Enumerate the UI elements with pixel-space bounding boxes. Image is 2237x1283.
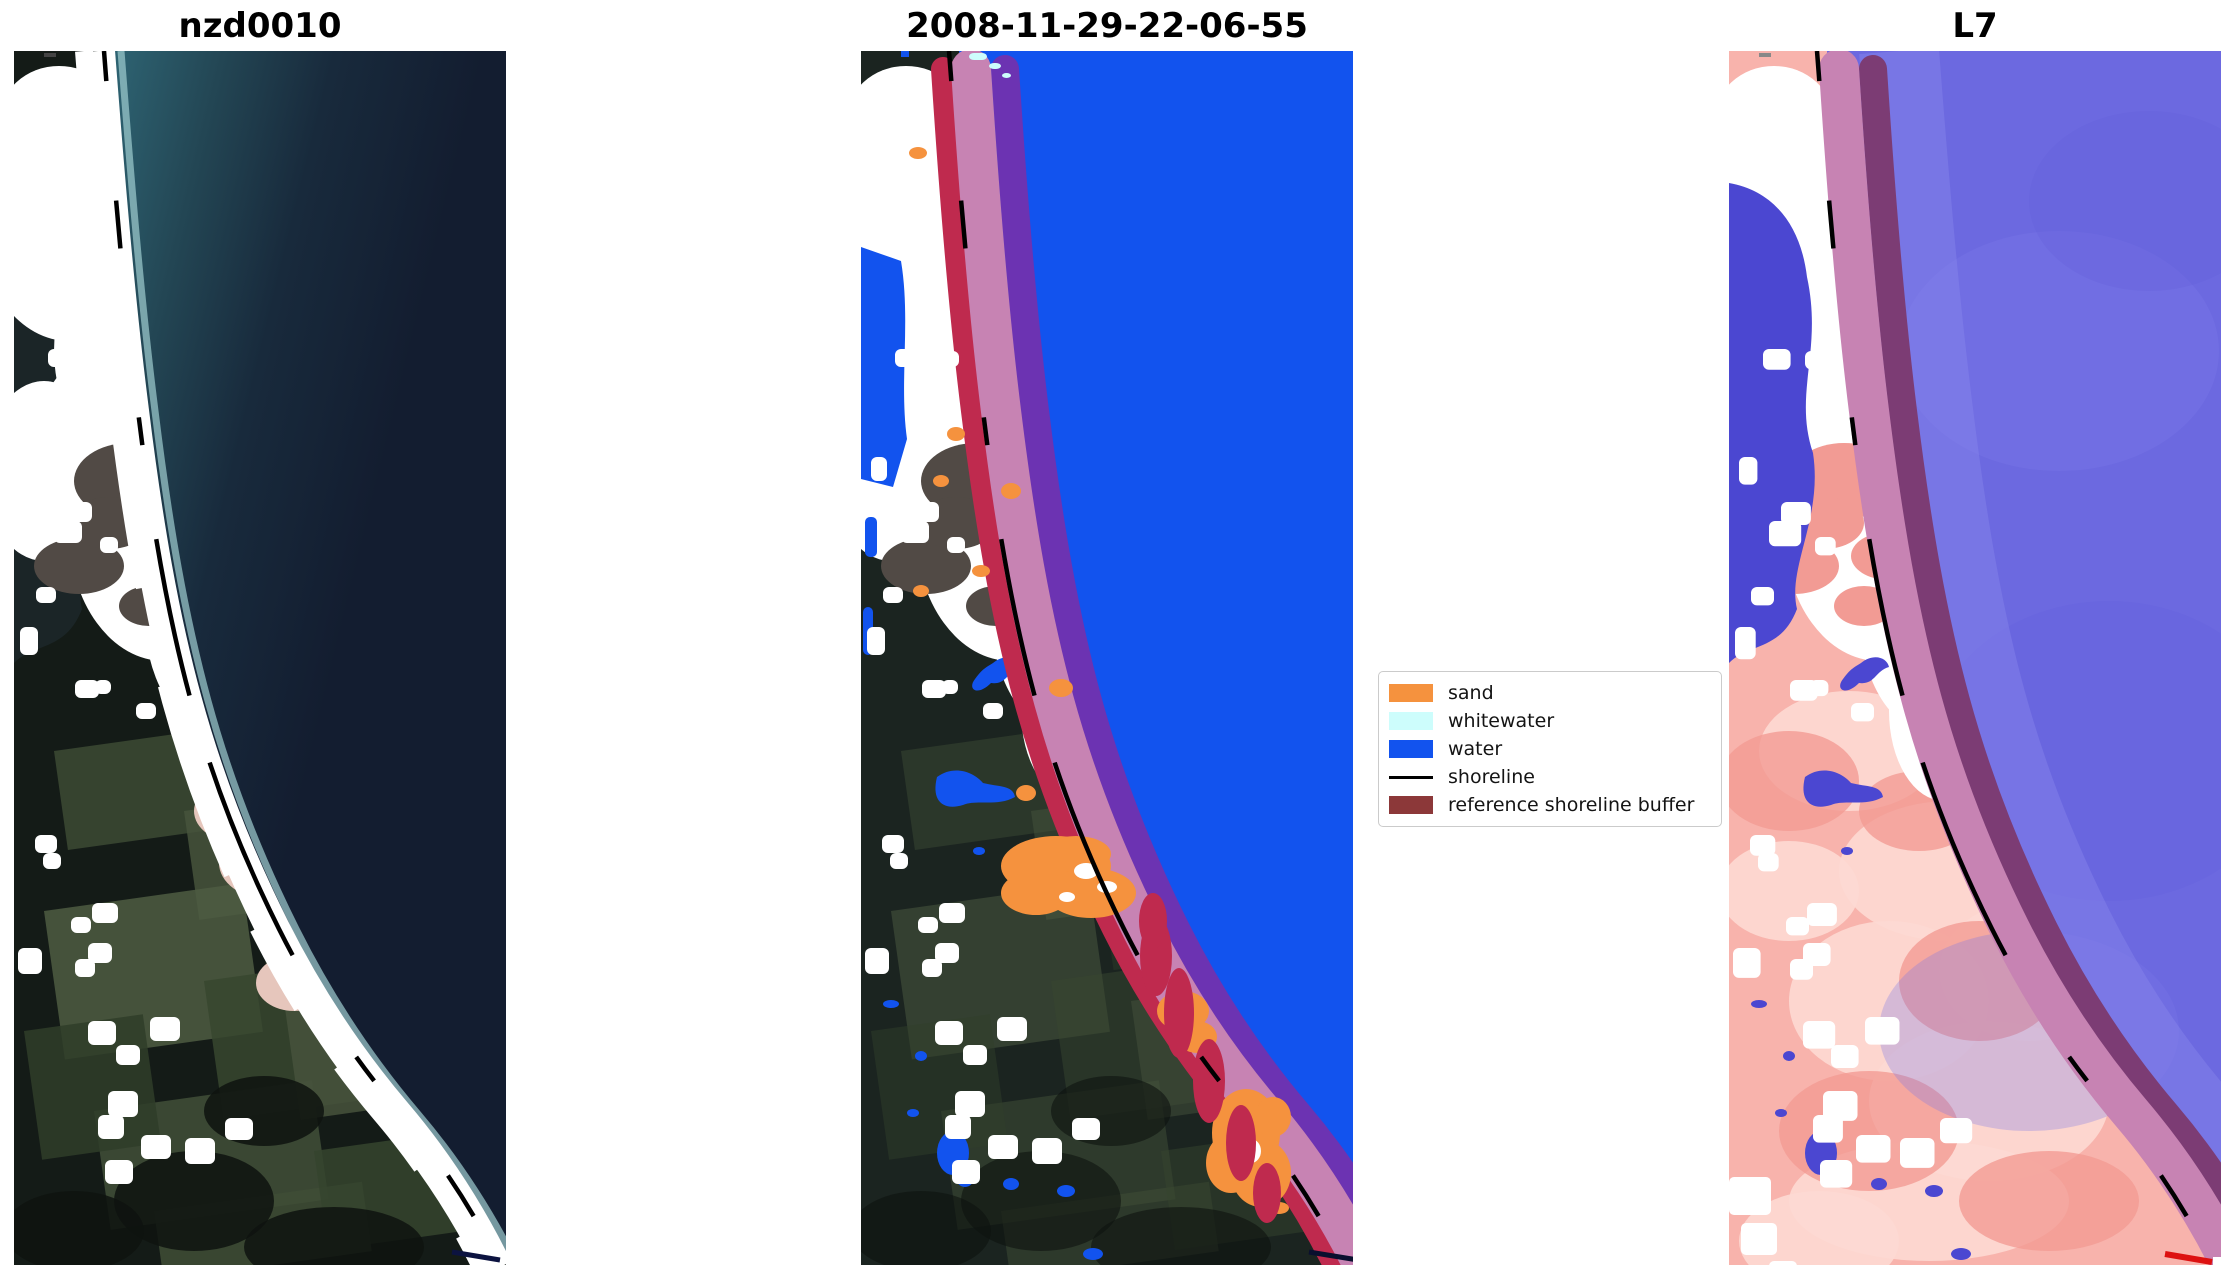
satellite-image-classified bbox=[861, 51, 1353, 1265]
satellite-image-l7 bbox=[1729, 51, 2221, 1265]
panel-rgb: nzd0010 bbox=[14, 6, 506, 1265]
legend-swatch-shoreline bbox=[1389, 775, 1433, 779]
beach-strip bbox=[75, 51, 506, 1265]
ocean-region bbox=[959, 51, 1353, 1261]
panel-rgb-title: nzd0010 bbox=[178, 6, 342, 46]
legend-entry-reference-shoreline-buffer: reference shoreline buffer bbox=[1389, 793, 1711, 816]
reference-shoreline-buffer bbox=[1819, 51, 2221, 1265]
panel-classified-title: 2008-11-29-22-06-55 bbox=[906, 6, 1308, 46]
panel-l7: L7 bbox=[1729, 6, 2221, 1265]
surf-line bbox=[117, 51, 506, 1252]
ocean-region bbox=[112, 51, 506, 1261]
legend-label: sand bbox=[1448, 681, 1494, 704]
cloud-patches bbox=[1733, 349, 1973, 1188]
transect-marker bbox=[451, 1249, 501, 1263]
edge-artifact bbox=[1759, 53, 1771, 57]
ocean-region bbox=[1827, 51, 2221, 1261]
legend-entry-sand: sand bbox=[1389, 681, 1711, 704]
satellite-image-rgb bbox=[14, 51, 506, 1265]
legend-swatch-water bbox=[1389, 740, 1433, 758]
transect-marker bbox=[2164, 1251, 2221, 1265]
legend-swatch-whitewater bbox=[1389, 712, 1433, 730]
legend-swatch-reference-shoreline-buffer bbox=[1389, 796, 1433, 814]
legend-label: water bbox=[1448, 737, 1503, 760]
edge-artifact bbox=[901, 51, 909, 57]
legend-swatch-sand bbox=[1389, 684, 1433, 702]
legend-entry-shoreline: shoreline bbox=[1389, 765, 1711, 788]
cloud-patches bbox=[18, 349, 253, 1184]
buffer-crimson-patches bbox=[1139, 893, 1281, 1223]
cloud-patches bbox=[865, 349, 1100, 1184]
transect-marker bbox=[1308, 1249, 1353, 1262]
whitewater-specks bbox=[969, 53, 1011, 78]
legend-entry-water: water bbox=[1389, 737, 1711, 760]
legend: sand whitewater water shoreline reference sh… bbox=[1378, 671, 1722, 827]
legend-entry-whitewater: whitewater bbox=[1389, 709, 1711, 732]
panel-classified: 2008-11-29-22-06-55 bbox=[861, 6, 1353, 1265]
edge-artifact bbox=[44, 53, 56, 57]
legend-label: whitewater bbox=[1448, 709, 1555, 732]
panel-l7-title: L7 bbox=[1952, 6, 1998, 46]
legend-label: shoreline bbox=[1448, 765, 1535, 788]
legend-label: reference shoreline buffer bbox=[1448, 793, 1695, 816]
cloud-patches-extra bbox=[1729, 1177, 1797, 1265]
